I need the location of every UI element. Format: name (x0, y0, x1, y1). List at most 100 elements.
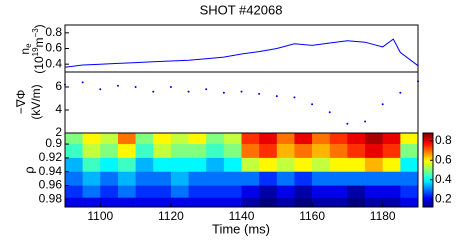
heat-cell (153, 197, 172, 208)
colorbar-swatch (423, 140, 433, 143)
data-point (346, 122, 349, 125)
colorbar-frame (422, 132, 434, 208)
x-tick-label: 1160 (299, 209, 325, 223)
y-tick-label: 0.8 (45, 25, 62, 39)
heat-cell (347, 157, 366, 173)
y-label: ne (18, 43, 33, 55)
heat-cell (206, 133, 225, 145)
heat-cell (259, 171, 278, 186)
heat-cell (241, 157, 260, 173)
heat-cell (82, 133, 101, 145)
data-point (258, 92, 261, 95)
heat-cell (312, 197, 331, 208)
heat-cell (382, 171, 401, 186)
heat-cell (347, 133, 366, 145)
colorbar-swatch (423, 147, 433, 150)
heat-cell (400, 133, 419, 145)
y-label: ρ (21, 166, 36, 173)
heat-cell (82, 144, 101, 159)
heat-cell (65, 133, 83, 145)
colorbar-swatch (423, 194, 433, 197)
colorbar-swatch (423, 163, 433, 166)
heat-cell (347, 197, 366, 208)
chart-title: SHOT #42068 (200, 2, 283, 17)
colorbar-swatch (423, 168, 433, 171)
heat-cell (188, 144, 207, 159)
x-tick-label: 1100 (87, 209, 113, 223)
heat-cell (188, 157, 207, 173)
heat-cell (312, 144, 331, 159)
y-tick-label: 0.92 (39, 150, 63, 164)
heat-cell (153, 144, 172, 159)
colorbar-swatch (423, 174, 433, 177)
heat-cell (365, 144, 383, 159)
colorbar-swatch (423, 198, 433, 201)
colorbar-swatch (423, 176, 433, 178)
y-label: −∇Φ (14, 90, 28, 115)
heat-cell (65, 157, 83, 173)
colorbar-swatch (423, 189, 433, 192)
colorbar-swatch (423, 186, 433, 188)
heat-cell (153, 133, 172, 145)
heat-cell (100, 144, 119, 159)
heat-cell (188, 171, 207, 186)
axes-frame (64, 71, 419, 134)
heat-cell (329, 157, 348, 173)
heat-cell (294, 144, 313, 159)
heat-cell (117, 185, 136, 198)
data-point (293, 96, 296, 99)
y-label-part: (10 (32, 56, 46, 74)
colorbar-swatch (423, 202, 433, 204)
heat-cell (153, 171, 172, 186)
heat-cell (241, 133, 260, 145)
colorbar-swatch (423, 178, 433, 181)
heat-cell (400, 171, 419, 186)
data-point (222, 91, 225, 94)
heat-cell (276, 144, 295, 159)
y-tick-label: 0.94 (39, 164, 63, 178)
heat-cell (117, 197, 136, 208)
heat-cell (400, 157, 419, 173)
axes-frame (64, 24, 419, 73)
heat-cell (135, 133, 154, 145)
colorbar-tick-label: 0.4 (435, 172, 452, 186)
colorbar-swatch (423, 203, 433, 206)
heat-cell (276, 171, 295, 186)
y-tick-label: 4 (55, 102, 62, 116)
colorbar-swatch (423, 200, 433, 203)
heat-cell (241, 197, 260, 208)
colorbar-swatch (423, 165, 433, 167)
colorbar-swatch (423, 162, 433, 165)
colorbar-swatch (423, 190, 433, 193)
heat-cell (206, 157, 225, 173)
heat-cell (170, 185, 189, 198)
heat-cell (312, 157, 331, 173)
heat-cell (329, 144, 348, 159)
x-tick-label: 1140 (229, 209, 255, 223)
heat-cell (206, 171, 225, 186)
y-tick-label: 2 (55, 125, 62, 139)
data-point (116, 84, 119, 87)
heat-cell (170, 133, 189, 145)
y-tick-label: 0.4 (45, 56, 62, 70)
y-label-part: 19 (31, 47, 40, 56)
heat-cell (382, 197, 401, 208)
colorbar-swatch (423, 179, 433, 182)
colorbar-swatch (423, 172, 433, 175)
colorbar-swatch (423, 149, 433, 151)
y-label: (1019m−3) (31, 24, 46, 73)
colorbar-swatch (423, 170, 433, 172)
heat-cell (117, 144, 136, 159)
colorbar-swatch (423, 136, 433, 139)
colorbar-swatch (423, 173, 433, 176)
y-label-part: −3 (31, 28, 40, 38)
heat-cell (382, 185, 401, 198)
heat-cell (65, 144, 83, 159)
heat-cell (276, 157, 295, 173)
colorbar-tick-label: 0.8 (435, 133, 452, 147)
heat-cell (65, 185, 83, 198)
heat-cell (206, 197, 225, 208)
colorbar-tick-label: 0.2 (435, 191, 452, 205)
heat-cell (400, 185, 419, 198)
colorbar-swatch (423, 158, 433, 161)
